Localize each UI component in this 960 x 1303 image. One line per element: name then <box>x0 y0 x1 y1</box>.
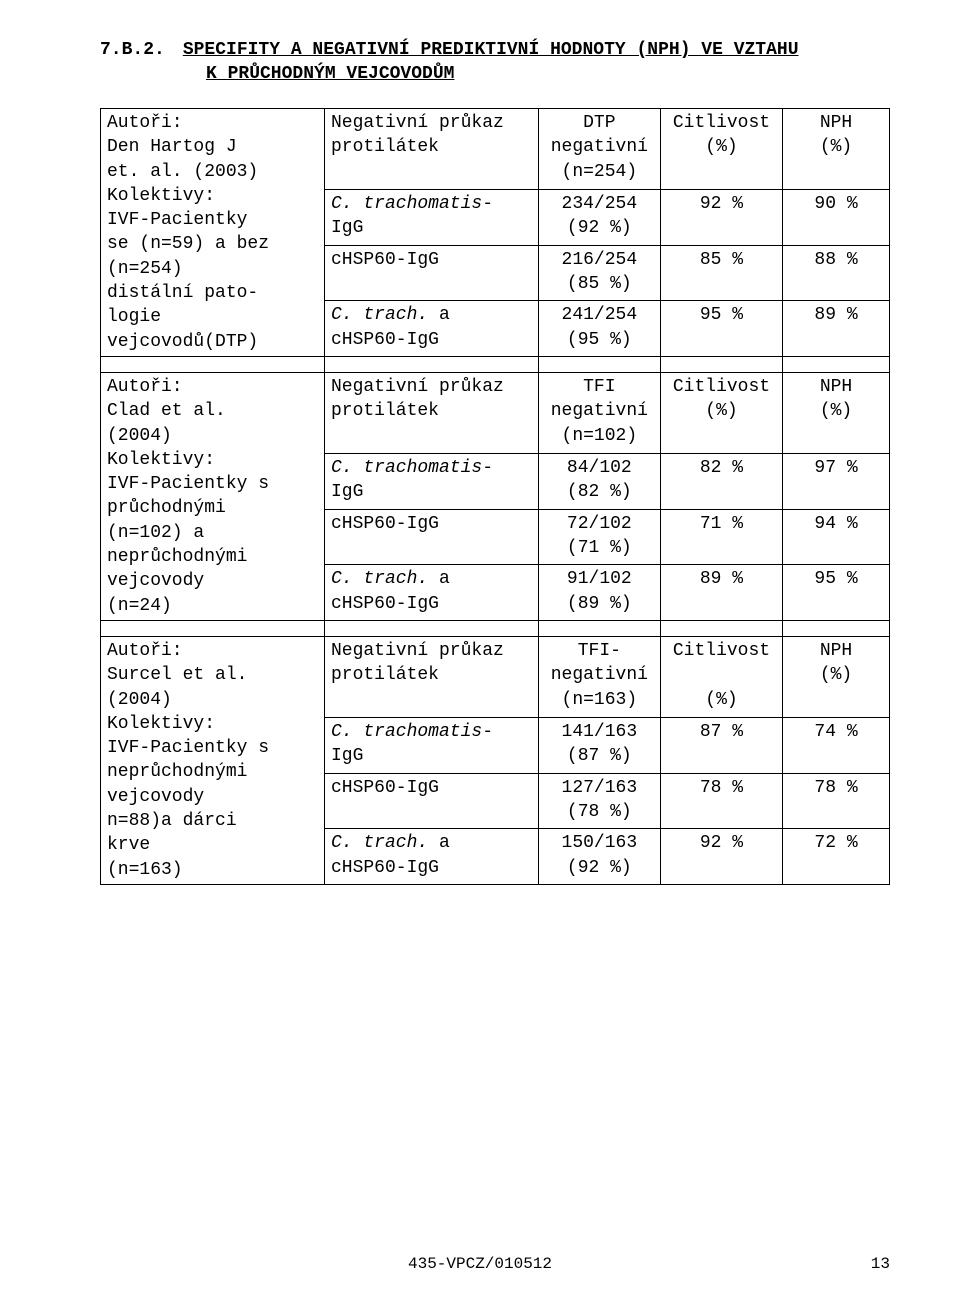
sensitivity-header: Citlivost(%) <box>660 109 782 190</box>
nph-header: NPH(%) <box>783 372 890 453</box>
nph-cell: 74 % <box>783 717 890 773</box>
sensitivity-cell: 71 % <box>660 509 782 565</box>
heading-title: SPECIFITY A NEGATIVNÍ PREDIKTIVNÍ HODNOT… <box>183 40 799 60</box>
nph-cell: 97 % <box>783 453 890 509</box>
nph-cell: 90 % <box>783 189 890 245</box>
nph-header: NPH(%) <box>783 636 890 717</box>
nph-cell: 72 % <box>783 829 890 885</box>
value-header: TFInegativní(n=102) <box>538 372 660 453</box>
authors-cell: Autoři:Surcel et al.(2004)Kolektivy:IVF-… <box>101 636 325 884</box>
value-cell: 234/254(92 %) <box>538 189 660 245</box>
heading-number: 7.B.2. <box>100 40 165 60</box>
authors-cell: Autoři:Clad et al.(2004)Kolektivy:IVF-Pa… <box>101 372 325 620</box>
footer-code: 435-VPCZ/010512 <box>408 1255 552 1273</box>
heading-subtitle: K PRŮCHODNÝM VEJCOVODŮM <box>206 64 890 84</box>
nph-cell: 88 % <box>783 245 890 301</box>
test-cell: C. trachomatis-IgG <box>324 189 538 245</box>
sensitivity-cell: 89 % <box>660 565 782 621</box>
test-header: Negativní průkazprotilátek <box>324 109 538 190</box>
value-header: DTPnegativní(n=254) <box>538 109 660 190</box>
test-cell: C. trach. acHSP60-IgG <box>324 301 538 357</box>
table-row: Autoři:Clad et al.(2004)Kolektivy:IVF-Pa… <box>101 372 890 453</box>
page-number: 13 <box>871 1255 890 1273</box>
value-cell: 127/163(78 %) <box>538 773 660 829</box>
test-cell: C. trachomatis-IgG <box>324 453 538 509</box>
authors-cell: Autoři:Den Hartog Jet. al. (2003)Kolekti… <box>101 109 325 357</box>
value-cell: 216/254(85 %) <box>538 245 660 301</box>
sensitivity-cell: 92 % <box>660 829 782 885</box>
page-footer: 435-VPCZ/010512 13 <box>0 1255 960 1273</box>
value-header: TFI-negativní(n=163) <box>538 636 660 717</box>
nph-cell: 89 % <box>783 301 890 357</box>
sensitivity-header: Citlivost(%) <box>660 372 782 453</box>
nph-cell: 94 % <box>783 509 890 565</box>
sensitivity-cell: 82 % <box>660 453 782 509</box>
value-cell: 150/163(92 %) <box>538 829 660 885</box>
table-row: Autoři:Surcel et al.(2004)Kolektivy:IVF-… <box>101 636 890 717</box>
nph-cell: 95 % <box>783 565 890 621</box>
value-cell: 91/102(89 %) <box>538 565 660 621</box>
value-cell: 241/254(95 %) <box>538 301 660 357</box>
test-cell: cHSP60-IgG <box>324 773 538 829</box>
test-cell: C. trach. acHSP60-IgG <box>324 565 538 621</box>
test-cell: cHSP60-IgG <box>324 509 538 565</box>
nph-cell: 78 % <box>783 773 890 829</box>
test-header: Negativní průkazprotilátek <box>324 636 538 717</box>
sensitivity-cell: 92 % <box>660 189 782 245</box>
test-header: Negativní průkazprotilátek <box>324 372 538 453</box>
value-cell: 141/163(87 %) <box>538 717 660 773</box>
separator-row <box>101 356 890 372</box>
test-cell: cHSP60-IgG <box>324 245 538 301</box>
data-table: Autoři:Den Hartog Jet. al. (2003)Kolekti… <box>100 108 890 885</box>
table-row: Autoři:Den Hartog Jet. al. (2003)Kolekti… <box>101 109 890 190</box>
separator-row <box>101 620 890 636</box>
test-cell: C. trachomatis-IgG <box>324 717 538 773</box>
test-cell: C. trach. acHSP60-IgG <box>324 829 538 885</box>
sensitivity-header: Citlivost(%) <box>660 636 782 717</box>
sensitivity-cell: 85 % <box>660 245 782 301</box>
sensitivity-cell: 95 % <box>660 301 782 357</box>
value-cell: 72/102(71 %) <box>538 509 660 565</box>
sensitivity-cell: 87 % <box>660 717 782 773</box>
value-cell: 84/102(82 %) <box>538 453 660 509</box>
nph-header: NPH(%) <box>783 109 890 190</box>
section-heading: 7.B.2. SPECIFITY A NEGATIVNÍ PREDIKTIVNÍ… <box>100 40 890 60</box>
sensitivity-cell: 78 % <box>660 773 782 829</box>
